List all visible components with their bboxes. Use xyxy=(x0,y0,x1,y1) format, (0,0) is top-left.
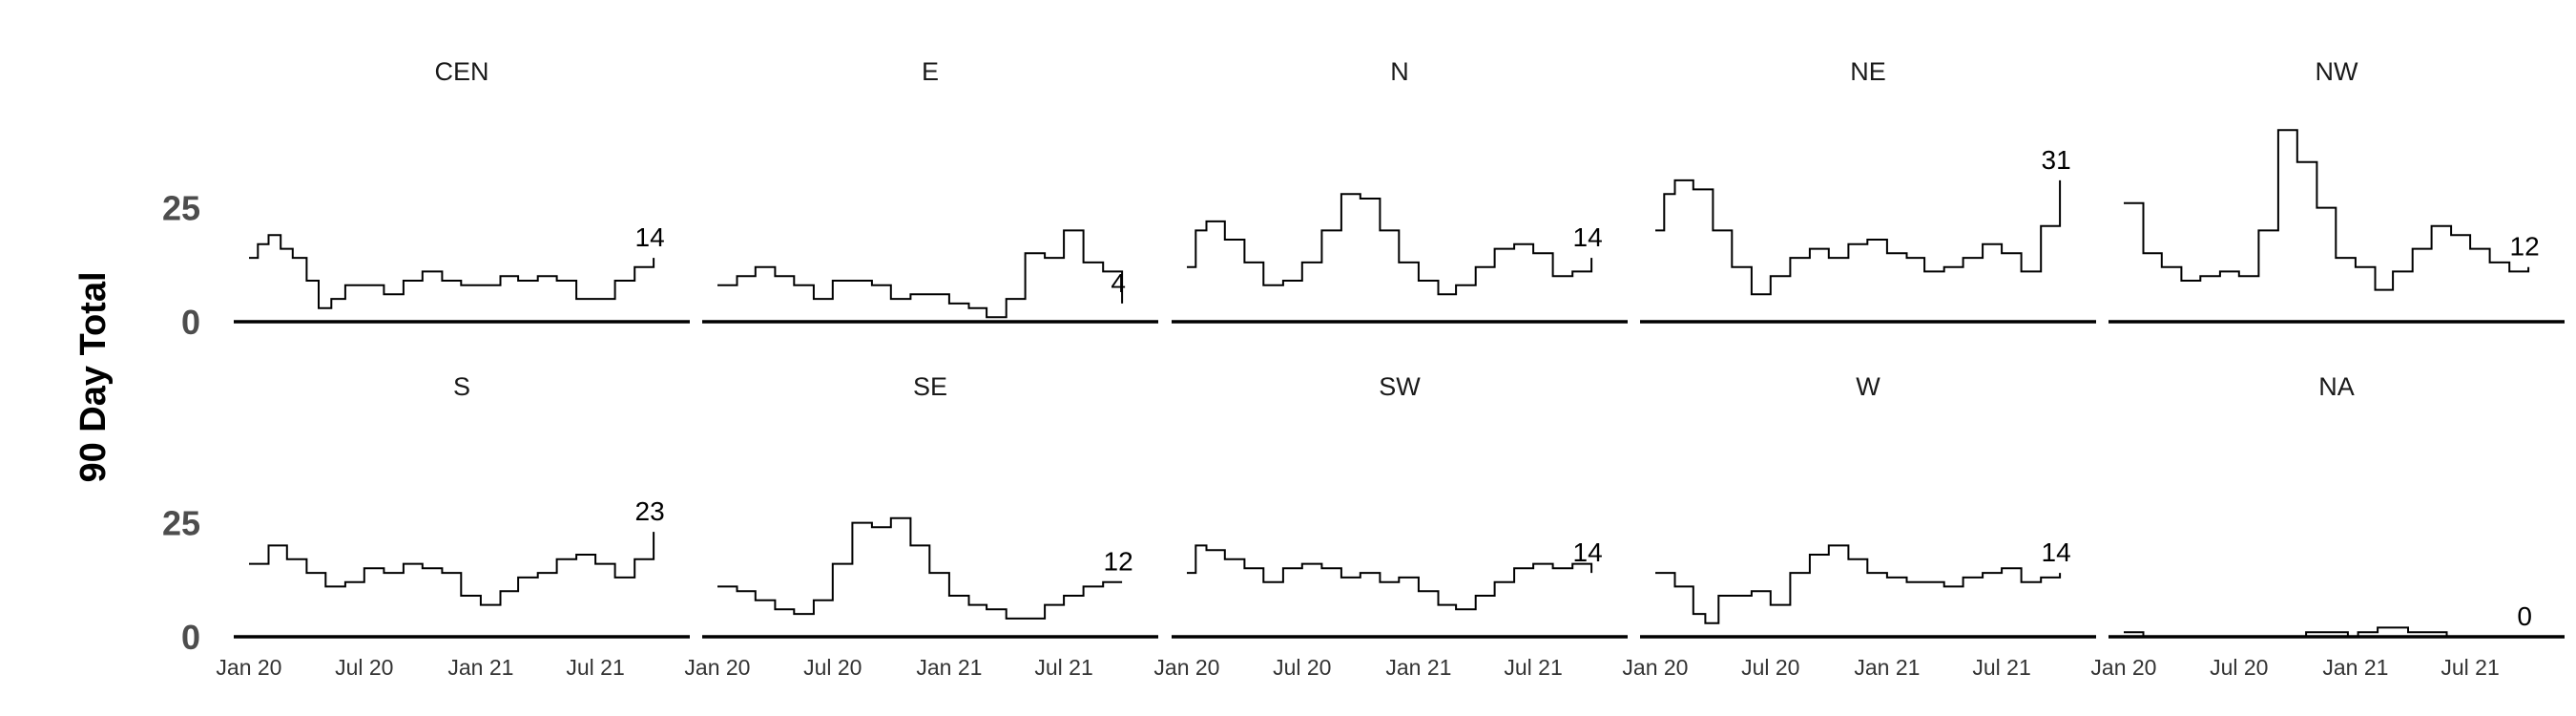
facet-s: S 23 Jan 20 Jul 20 Jan 21 Jul 21 xyxy=(216,372,690,680)
y-tick-label: 25 xyxy=(162,189,200,228)
series-line xyxy=(2124,129,2530,291)
facet-title: CEN xyxy=(434,57,488,86)
x-tick-label: Jul 21 xyxy=(1972,655,2030,680)
x-tick-label: Jan 21 xyxy=(916,655,982,680)
x-tick-label: Jan 20 xyxy=(1622,655,1688,680)
series-line xyxy=(1655,544,2062,624)
y-tick-label: 0 xyxy=(181,618,200,657)
facet-w: W 14 Jan 20 Jul 20 Jan 21 Jul 21 xyxy=(1622,372,2096,680)
series-line xyxy=(717,516,1123,620)
x-tick-label: Jul 20 xyxy=(1273,655,1331,680)
end-value-label: 14 xyxy=(2042,537,2071,567)
series-line xyxy=(249,234,655,309)
x-tick-label: Jul 21 xyxy=(1504,655,1562,680)
x-tick-label: Jan 20 xyxy=(2090,655,2156,680)
x-tick-label: Jul 21 xyxy=(566,655,624,680)
facet-title: S xyxy=(453,372,470,401)
facet-sw: SW 14 Jan 20 Jul 20 Jan 21 Jul 21 xyxy=(1153,372,1628,680)
x-tick-label: Jan 21 xyxy=(447,655,513,680)
end-value-label: 14 xyxy=(1573,537,1603,567)
facet-title: N xyxy=(1390,57,1409,86)
end-value-label: 23 xyxy=(635,496,665,526)
facet-title: NA xyxy=(2318,372,2355,401)
x-tick-label: Jul 20 xyxy=(335,655,393,680)
end-value-label: 4 xyxy=(1111,268,1126,298)
facet-se: SE 12 Jan 20 Jul 20 Jan 21 Jul 21 xyxy=(684,372,1158,680)
facet-title: NW xyxy=(2316,57,2358,86)
series-line xyxy=(1187,193,1593,296)
facet-title: SW xyxy=(1379,372,1421,401)
end-value-label: 14 xyxy=(635,222,665,252)
facet-n: N 14 xyxy=(1172,57,1628,324)
series-line xyxy=(2124,626,2529,638)
facet-title: E xyxy=(922,57,939,86)
x-tick-label: Jul 20 xyxy=(1741,655,1799,680)
series-line xyxy=(1187,544,1593,611)
end-value-label: 0 xyxy=(2517,601,2532,631)
x-tick-label: Jul 21 xyxy=(2441,655,2499,680)
y-axis-title: 90 Day Total xyxy=(73,271,114,482)
y-tick-label: 0 xyxy=(181,303,200,342)
series-line xyxy=(249,532,655,606)
series-line xyxy=(717,229,1124,319)
end-value-label: 31 xyxy=(2042,145,2071,175)
x-tick-label: Jan 21 xyxy=(1854,655,1920,680)
facet-na: NA 0 Jan 20 Jul 20 Jan 21 Jul 21 xyxy=(2090,372,2565,680)
facet-ne: NE 31 xyxy=(1640,57,2096,324)
y-tick-label: 25 xyxy=(162,504,200,543)
end-value-label: 12 xyxy=(2510,232,2540,262)
x-tick-label: Jul 20 xyxy=(803,655,862,680)
end-value-label: 14 xyxy=(1573,222,1603,252)
facet-title: SE xyxy=(913,372,947,401)
x-tick-label: Jul 21 xyxy=(1034,655,1092,680)
x-tick-label: Jan 21 xyxy=(2322,655,2388,680)
series-line xyxy=(1655,179,2062,296)
facet-nw: NW 12 xyxy=(2109,57,2565,324)
facet-title: NE xyxy=(1850,57,1886,86)
x-tick-label: Jan 21 xyxy=(1385,655,1451,680)
x-tick-label: Jan 20 xyxy=(684,655,750,680)
facet-e: E4 xyxy=(702,57,1158,324)
x-tick-label: Jan 20 xyxy=(1153,655,1219,680)
x-tick-label: Jul 20 xyxy=(2210,655,2268,680)
x-tick-label: Jan 20 xyxy=(216,655,281,680)
end-value-label: 12 xyxy=(1104,547,1133,577)
facet-cen: CEN 14 xyxy=(234,57,690,324)
facet-title: W xyxy=(1856,372,1880,401)
